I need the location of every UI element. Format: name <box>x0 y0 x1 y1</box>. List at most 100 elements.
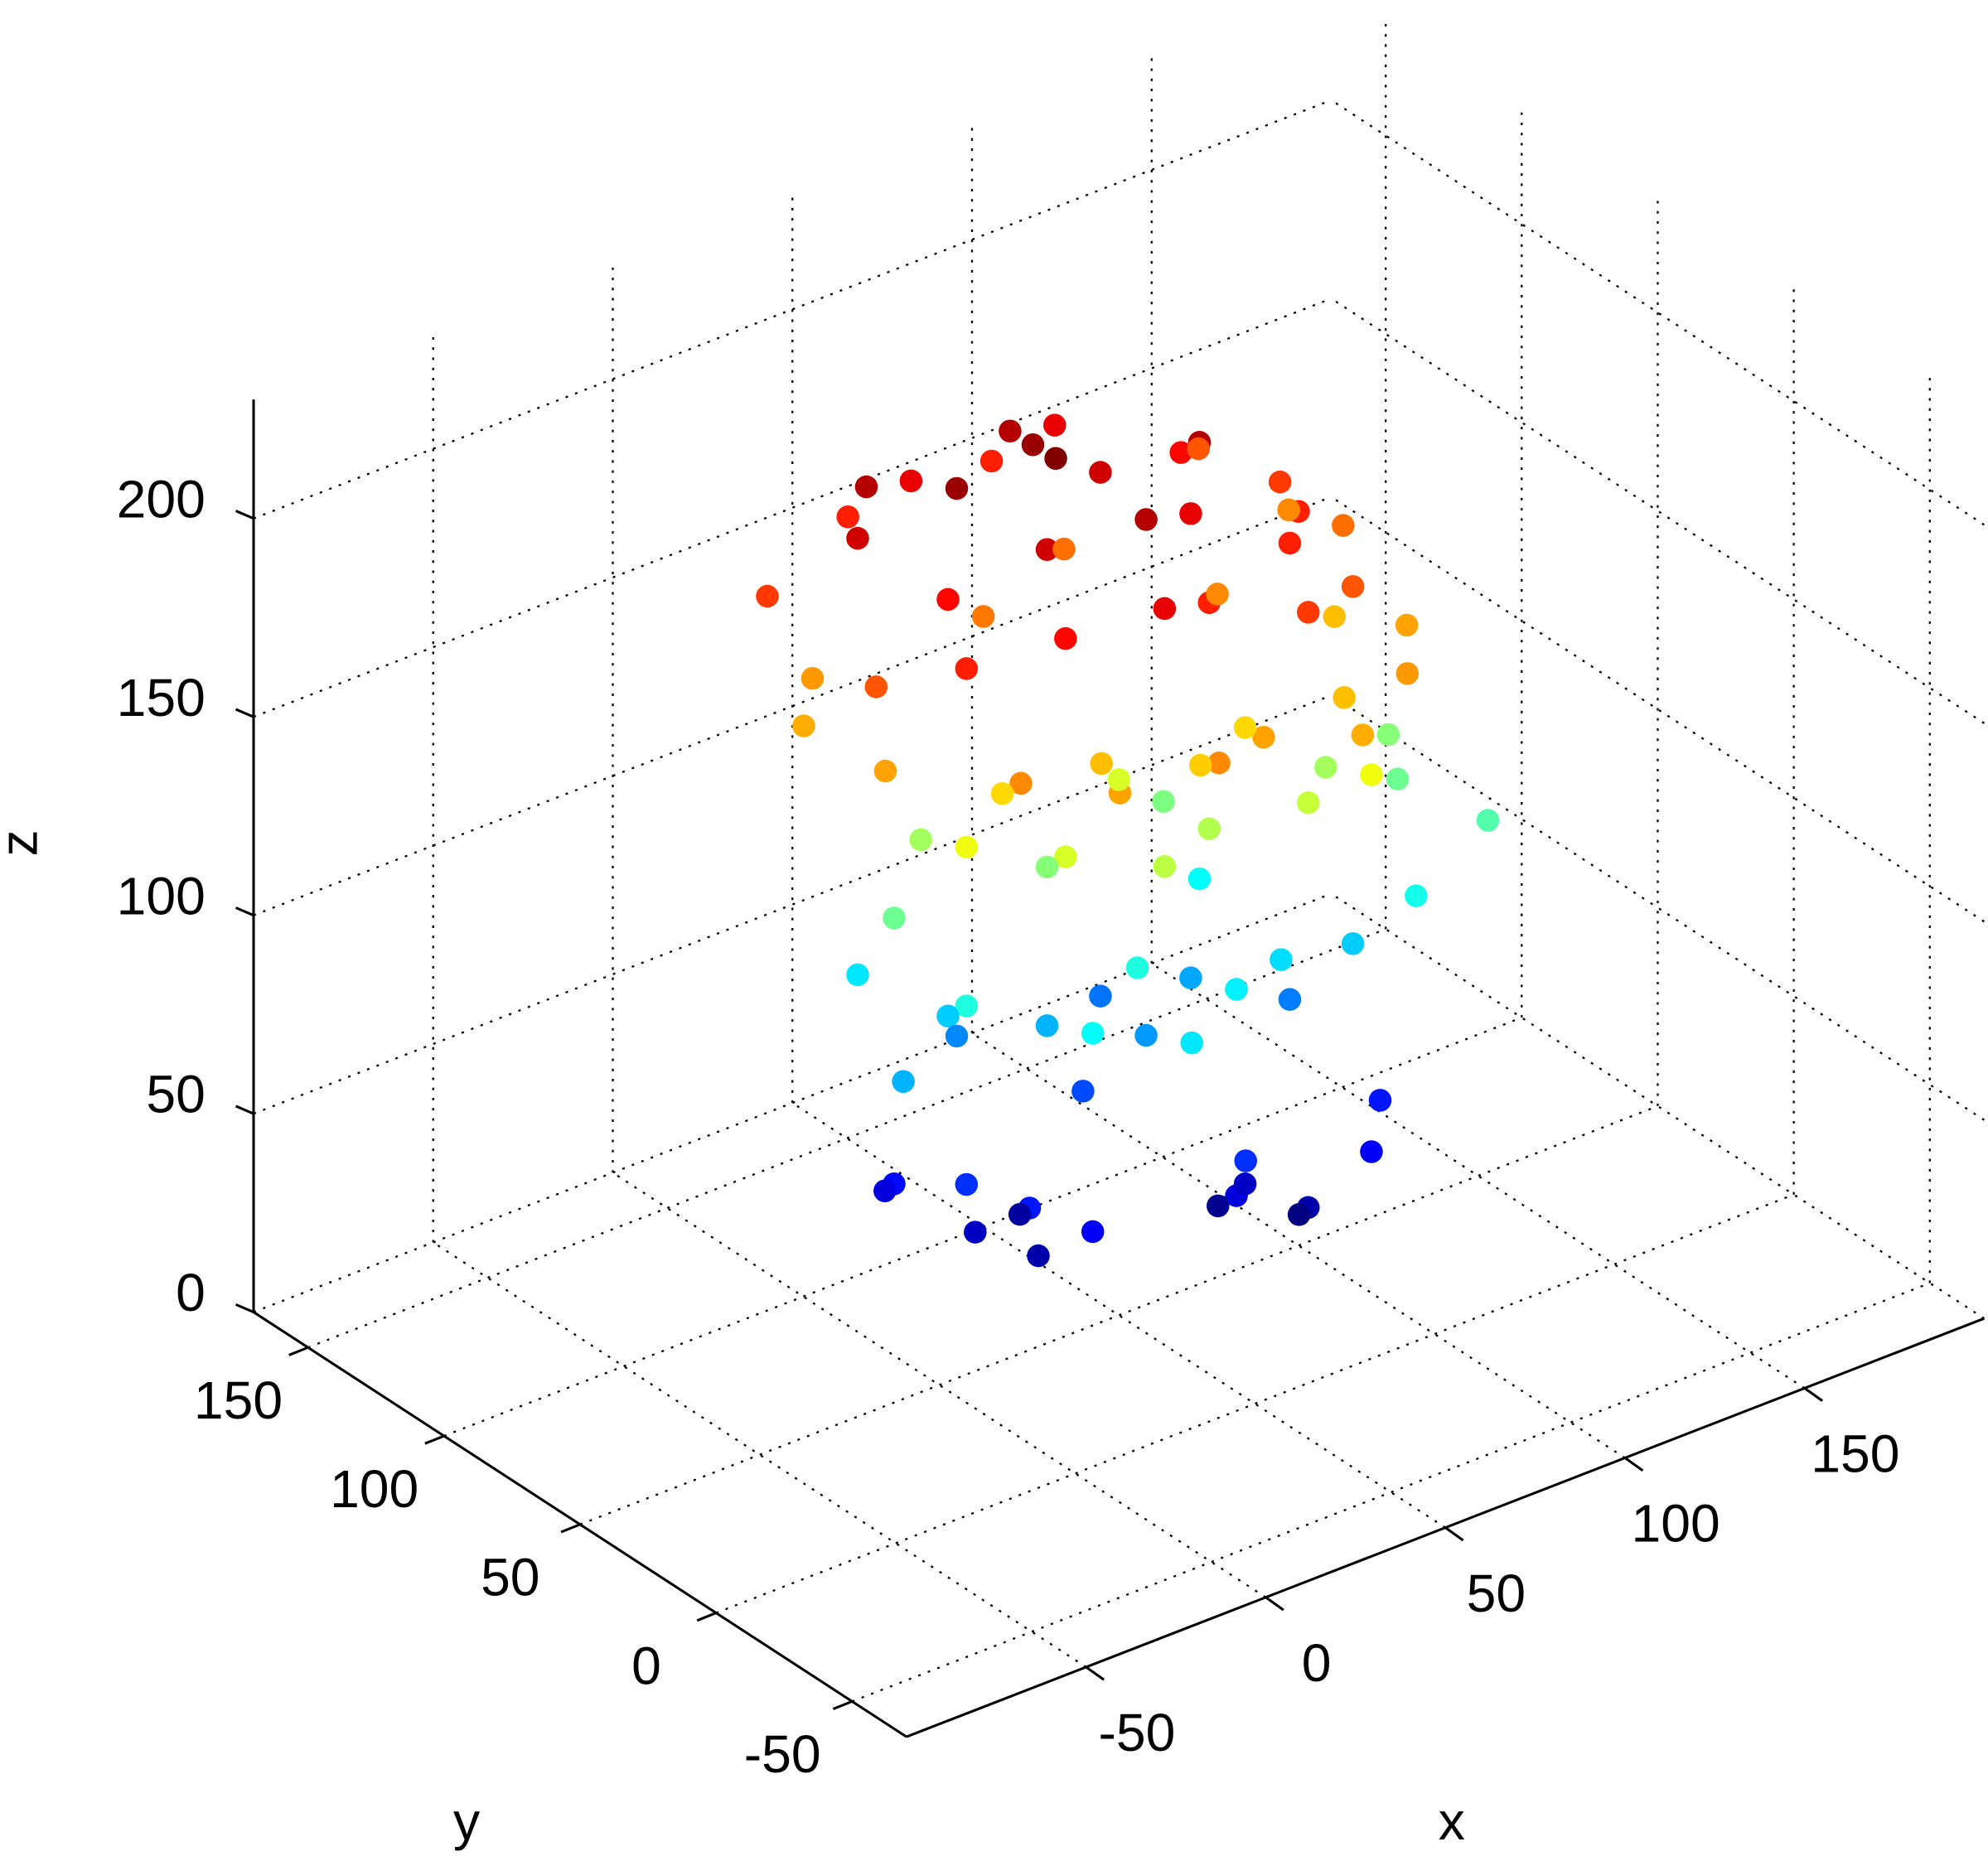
point <box>945 476 969 500</box>
point <box>1368 1089 1392 1112</box>
point <box>936 587 960 611</box>
z-tick-label: 150 <box>117 668 206 727</box>
z-tick-label: 50 <box>146 1065 205 1124</box>
point <box>1035 538 1059 562</box>
point <box>1314 756 1337 779</box>
point <box>1009 771 1033 795</box>
point <box>955 657 979 680</box>
point <box>1476 809 1500 832</box>
plot-area: x y z -50 0 50 100 150 -50 0 50 100 150 0 50 100 150 2… <box>0 16 1986 1851</box>
point <box>909 828 932 852</box>
grid-line <box>791 1102 1446 1529</box>
point <box>846 526 869 550</box>
point <box>1333 686 1356 709</box>
point <box>1206 582 1229 606</box>
x-axis-label: x <box>1439 1791 1465 1851</box>
y-axis-label: y <box>453 1791 480 1851</box>
point <box>1089 984 1112 1008</box>
x-tick-label: 150 <box>1811 1424 1899 1483</box>
point <box>1081 1220 1105 1244</box>
point <box>1054 845 1077 868</box>
x-tick <box>1444 1526 1464 1542</box>
y-tick <box>696 1612 717 1622</box>
point <box>1351 723 1375 747</box>
point <box>836 505 859 529</box>
grid-line <box>1330 892 1986 1320</box>
point <box>955 1172 979 1196</box>
point <box>1360 1140 1383 1163</box>
point <box>1323 605 1347 628</box>
x-tick <box>1624 1457 1644 1472</box>
z-tick <box>235 1105 254 1115</box>
point <box>1044 447 1067 471</box>
point <box>873 1179 897 1203</box>
point <box>1153 854 1177 878</box>
point <box>1386 767 1410 790</box>
point <box>1179 502 1202 525</box>
point <box>955 835 979 859</box>
x-tick-label: 100 <box>1632 1494 1720 1554</box>
x-tick <box>1085 1665 1105 1681</box>
point <box>756 584 779 608</box>
point <box>1341 932 1365 955</box>
x-tick <box>1265 1596 1284 1612</box>
z-tick-label: 100 <box>117 866 206 926</box>
y-tick <box>560 1523 581 1534</box>
point <box>1233 1172 1257 1196</box>
point <box>1277 498 1300 522</box>
point <box>1090 752 1113 776</box>
point <box>1008 1202 1032 1226</box>
point <box>936 1004 960 1028</box>
point <box>1134 1023 1158 1047</box>
point <box>1125 956 1149 979</box>
point <box>1188 753 1212 777</box>
point <box>1296 601 1320 624</box>
point <box>1054 626 1077 650</box>
point <box>1225 978 1248 1001</box>
grid-line <box>851 1282 1931 1703</box>
point <box>979 449 1004 473</box>
z-tick-label: 200 <box>117 469 206 529</box>
point <box>1268 470 1292 494</box>
point <box>1395 613 1419 637</box>
point <box>1270 948 1293 971</box>
grid-line <box>612 1172 1267 1598</box>
x-tick-label: 0 <box>1302 1633 1332 1693</box>
y-tick-label: 0 <box>631 1636 661 1695</box>
point <box>899 469 923 493</box>
point <box>1042 413 1067 437</box>
point <box>1089 461 1112 484</box>
point <box>1169 441 1192 464</box>
point <box>792 714 815 737</box>
point <box>1206 1194 1230 1218</box>
x-tick <box>1803 1387 1824 1402</box>
z-tick <box>235 708 254 718</box>
point <box>873 759 897 783</box>
point <box>964 1221 987 1244</box>
point <box>1027 1244 1050 1268</box>
y-tick <box>832 1699 853 1710</box>
point <box>1153 597 1177 621</box>
point <box>1278 531 1302 555</box>
point <box>1179 966 1202 989</box>
point <box>883 906 906 930</box>
point <box>1180 1031 1203 1055</box>
point <box>1395 662 1420 685</box>
y-tick-label: 100 <box>330 1459 418 1519</box>
point <box>1134 508 1158 531</box>
point <box>955 994 979 1018</box>
point <box>1081 1022 1105 1045</box>
point <box>801 666 825 690</box>
point <box>1207 752 1231 775</box>
point <box>1071 1080 1095 1103</box>
z-axis-label: z <box>0 829 49 856</box>
point <box>1021 433 1045 457</box>
point <box>1405 884 1428 907</box>
point <box>854 475 878 499</box>
point <box>864 675 888 698</box>
point <box>1287 1203 1311 1226</box>
point <box>1052 537 1076 561</box>
point <box>1376 723 1400 747</box>
grid-line <box>307 928 1386 1349</box>
